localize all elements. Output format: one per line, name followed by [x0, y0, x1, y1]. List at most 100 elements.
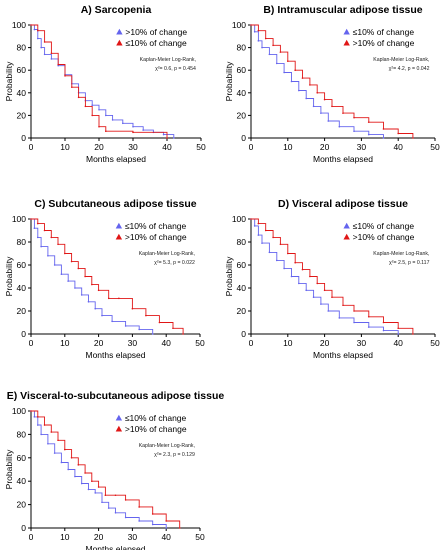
data-point [91, 104, 93, 107]
y-tick-label: 100 [232, 214, 246, 224]
data-point [67, 280, 69, 282]
x-tick-label: 10 [60, 142, 70, 152]
x-axis-label: Months elapsed [86, 154, 146, 164]
data-point [84, 472, 86, 474]
data-point [64, 75, 66, 77]
y-tick-label: 40 [17, 283, 27, 293]
data-point [287, 60, 289, 62]
panel-a: A) Sarcopenia 0 20 40 60 80 100 0 10 20 30 40 50 Mont… [4, 4, 206, 164]
data-point [331, 105, 333, 108]
data-point [77, 267, 80, 270]
data-point [382, 329, 385, 332]
data-point [50, 431, 53, 433]
legend-label: >10% of change [125, 27, 187, 37]
data-point [97, 486, 100, 488]
data-point [172, 327, 174, 330]
data-point [283, 71, 285, 74]
y-axis-label: Probability [4, 256, 14, 296]
data-point [272, 44, 274, 47]
data-point [84, 105, 87, 108]
y-axis-label: Probability [4, 449, 14, 489]
data-point [257, 234, 260, 236]
x-tick-label: 20 [320, 142, 330, 152]
data-point [74, 475, 76, 478]
annotation-text: Kaplan-Meier Log-Rank, [139, 251, 195, 257]
annotation-text: χ²= 4.2, p = 0.042 [389, 66, 430, 72]
y-axis-label: Probability [4, 61, 14, 101]
y-tick-label: 80 [237, 43, 247, 53]
data-point [87, 488, 90, 491]
data-point [287, 252, 289, 255]
data-point [53, 452, 56, 454]
data-point [91, 114, 93, 117]
data-point [50, 52, 53, 55]
data-point [367, 133, 370, 136]
data-point [122, 122, 124, 125]
data-point [151, 333, 154, 335]
data-point [268, 251, 271, 254]
y-tick-label: 100 [12, 406, 26, 416]
data-point [145, 314, 147, 317]
data-point [70, 457, 73, 459]
data-point [316, 282, 319, 285]
data-point [353, 321, 355, 324]
data-point [305, 97, 308, 100]
data-point [257, 29, 260, 32]
data-point [105, 114, 107, 117]
x-tick-label: 50 [430, 142, 440, 152]
annotation-text: Kaplan-Meier Log-Rank, [140, 57, 196, 63]
data-point [47, 255, 49, 257]
data-point [114, 511, 117, 514]
y-tick-label: 60 [237, 65, 247, 75]
data-point [57, 243, 59, 246]
y-tick-label: 40 [237, 88, 247, 98]
data-point [36, 416, 39, 418]
y-tick-label: 20 [17, 306, 27, 316]
data-point [64, 252, 66, 255]
legend-marker-symbol [115, 233, 123, 240]
data-point [382, 128, 385, 130]
x-tick-label: 10 [283, 338, 293, 348]
legend-label: ≤10% of change [125, 413, 187, 423]
panel-c: C) Subcutaneous adipose tissue 0 20 40 60 80 1… [4, 198, 205, 360]
series-line-red [31, 24, 168, 138]
data-point [327, 310, 330, 312]
y-tick-label: 0 [21, 133, 26, 143]
data-point [397, 333, 400, 335]
data-point [98, 125, 100, 128]
x-tick-label: 0 [29, 338, 34, 348]
y-tick-label: 80 [17, 43, 27, 53]
data-point [151, 523, 154, 526]
data-point [279, 243, 282, 246]
legend-label: >10% of change [125, 232, 187, 242]
panel-e: E) Visceral-to-subcutaneous adipose tiss… [4, 390, 224, 550]
data-point [98, 108, 100, 111]
data-point [257, 222, 260, 225]
data-point [272, 236, 274, 239]
data-point [77, 464, 80, 466]
data-point [60, 273, 63, 276]
data-point [138, 328, 140, 331]
y-tick-label: 20 [17, 500, 27, 510]
legend-label: >10% of change [125, 424, 187, 434]
x-axis-label: Months elapsed [313, 350, 373, 360]
x-tick-label: 50 [195, 338, 205, 348]
data-point [165, 527, 167, 529]
annotation-text: Kaplan-Meier Log-Rank, [373, 251, 429, 257]
data-point [301, 268, 304, 271]
x-tick-label: 20 [320, 338, 330, 348]
y-tick-label: 60 [17, 453, 27, 463]
legend-marker-blue [115, 222, 123, 229]
x-tick-label: 10 [283, 142, 293, 152]
y-tick-label: 0 [21, 523, 26, 533]
data-point [158, 321, 161, 324]
data-point [37, 37, 39, 40]
x-tick-label: 0 [29, 532, 34, 542]
data-point [250, 24, 252, 26]
y-tick-label: 100 [12, 20, 26, 30]
y-tick-label: 80 [237, 237, 247, 247]
x-tick-label: 20 [94, 142, 104, 152]
data-point [36, 236, 39, 239]
data-point [309, 84, 311, 86]
x-tick-label: 30 [128, 532, 138, 542]
